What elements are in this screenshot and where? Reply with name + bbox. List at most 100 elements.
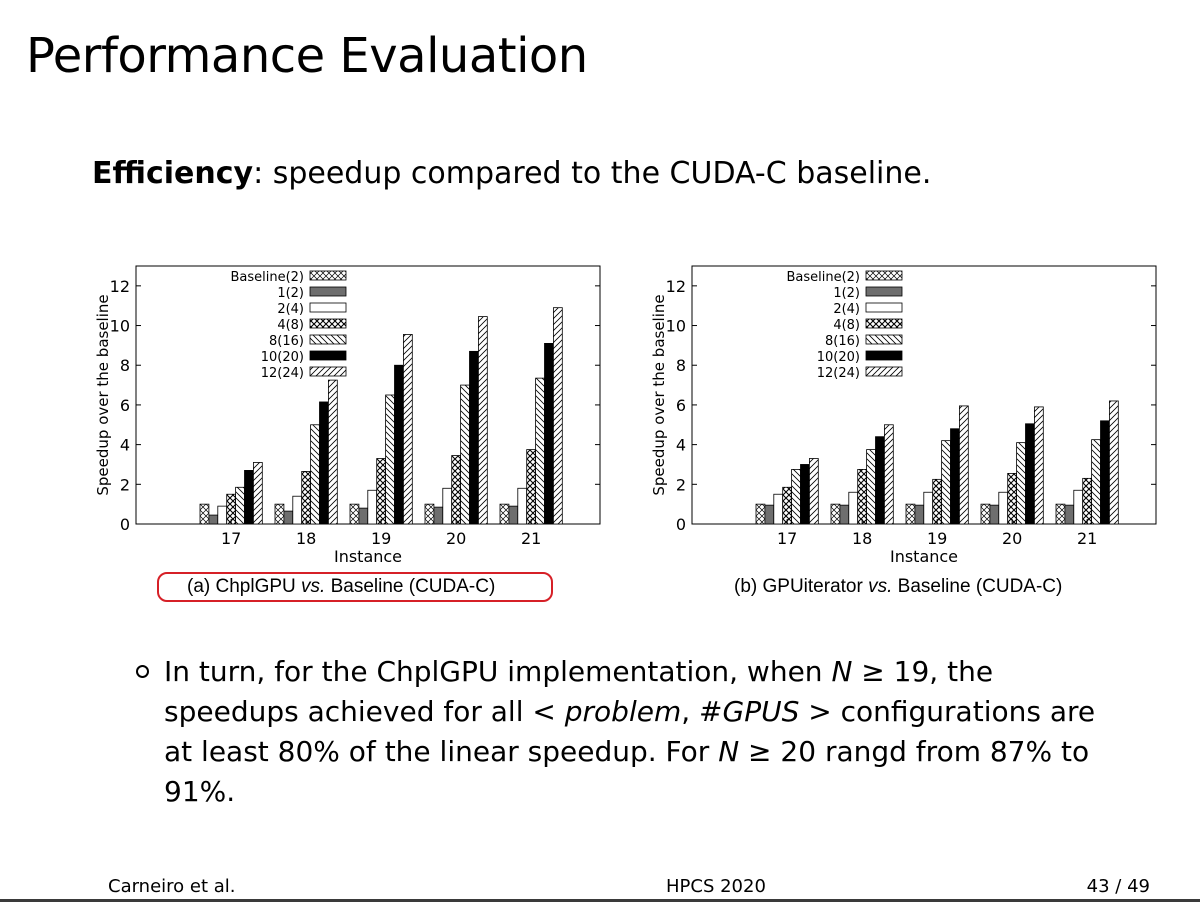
bar xyxy=(1073,489,1084,525)
x-tick-label: 21 xyxy=(521,529,541,548)
bar xyxy=(980,503,991,525)
bar xyxy=(808,458,819,525)
legend-swatch xyxy=(865,302,903,313)
bar xyxy=(1055,503,1066,525)
bar xyxy=(402,334,413,525)
bar xyxy=(508,505,519,525)
bar xyxy=(310,424,320,525)
bullet-n-1: N xyxy=(831,655,853,688)
bar xyxy=(905,503,916,525)
bar xyxy=(235,486,245,525)
x-tick-label: 20 xyxy=(446,529,466,548)
legend-label: 4(8) xyxy=(277,318,304,333)
legend-label: Baseline(2) xyxy=(786,270,860,285)
bar xyxy=(764,504,775,525)
bar xyxy=(477,316,488,525)
bar xyxy=(1016,442,1026,525)
bar xyxy=(875,436,885,525)
y-tick-label: 12 xyxy=(110,277,130,296)
bar xyxy=(1082,477,1093,525)
bar xyxy=(517,487,528,525)
legend-label: 4(8) xyxy=(833,318,860,333)
bar xyxy=(1091,439,1101,525)
caption-chart-b: (b) GPUiterator vs. Baseline (CUDA-C) xyxy=(734,575,1062,599)
bar xyxy=(385,394,395,525)
bar xyxy=(998,491,1009,525)
bar xyxy=(989,504,1000,525)
legend-swatch xyxy=(865,286,903,297)
y-axis-label: Speedup over the baseline xyxy=(650,294,668,495)
bullet-text: In turn, for the ChplGPU implementation,… xyxy=(164,652,1124,812)
bar xyxy=(1108,400,1119,525)
bar xyxy=(941,440,951,525)
bar xyxy=(274,503,285,525)
bullet-gpus: GPUS xyxy=(722,695,800,728)
intro-bold: Efficiency xyxy=(92,156,254,191)
footer-author: Carneiro et al. xyxy=(108,876,236,897)
legend-label: 2(4) xyxy=(277,302,304,317)
legend-swatch xyxy=(865,334,903,345)
caption-b-suffix: Baseline (CUDA-C) xyxy=(892,576,1063,597)
bar xyxy=(469,350,479,525)
bar xyxy=(830,503,841,525)
caption-highlight-box xyxy=(157,572,553,602)
bar xyxy=(319,401,329,525)
caption-chart-a: (a) ChplGPU vs. Baseline (CUDA-C) xyxy=(187,575,495,599)
caption-a-suffix: Baseline (CUDA-C) xyxy=(325,576,496,597)
bar xyxy=(424,503,435,525)
bar xyxy=(244,470,254,525)
legend-label: 12(24) xyxy=(261,366,304,381)
bar xyxy=(208,514,219,525)
bar xyxy=(283,510,294,525)
legend-swatch xyxy=(865,366,903,377)
legend-label: Baseline(2) xyxy=(230,270,304,285)
x-axis-label: Instance xyxy=(890,547,958,566)
y-tick-label: 4 xyxy=(676,436,686,455)
caption-b-vs: vs. xyxy=(868,576,893,597)
x-tick-label: 18 xyxy=(296,529,316,548)
y-tick-label: 12 xyxy=(666,277,686,296)
legend-swatch xyxy=(309,318,347,329)
bar xyxy=(526,449,537,525)
bar xyxy=(535,377,545,525)
legend-swatch xyxy=(309,350,347,361)
bar xyxy=(252,462,263,525)
bar xyxy=(376,458,387,525)
footer-conference: HPCS 2020 xyxy=(666,876,766,897)
bullet-part-1: In turn, for the ChplGPU implementation,… xyxy=(164,655,832,688)
x-tick-label: 17 xyxy=(777,529,797,548)
caption-a-vs: vs. xyxy=(301,576,326,597)
legend-swatch xyxy=(309,366,347,377)
bullet-circle-icon xyxy=(136,665,149,678)
bar xyxy=(839,504,850,525)
y-tick-label: 2 xyxy=(676,475,686,494)
slide-title: Performance Evaluation xyxy=(26,28,588,84)
legend-swatch xyxy=(865,318,903,329)
bar xyxy=(394,364,404,525)
y-tick-label: 0 xyxy=(676,515,686,534)
bar xyxy=(857,469,867,525)
bar xyxy=(800,464,810,525)
bar xyxy=(1007,472,1018,525)
legend-swatch xyxy=(309,286,347,297)
chart-chplgpu: 0 2 4 6 8 10 12 Speedup over the baseline 17 18 19… xyxy=(92,252,612,566)
x-tick-label: 17 xyxy=(221,529,241,548)
bar xyxy=(451,455,462,525)
bullet-problem: problem xyxy=(564,695,682,728)
bar xyxy=(499,503,510,525)
y-tick-label: 6 xyxy=(120,396,130,415)
bullet-part-2: ≥ 19, the speedups achieved for all < xyxy=(164,655,994,728)
legend-label: 8(16) xyxy=(269,334,304,349)
legend-swatch xyxy=(309,270,347,281)
bar xyxy=(217,505,228,525)
bullet-part-5: ≥ 20 rangd from 87% to 91%. xyxy=(164,735,1090,808)
legend-label: 1(2) xyxy=(833,286,860,301)
bullet-n-2: N xyxy=(718,735,740,768)
bar xyxy=(433,506,444,525)
bar xyxy=(544,343,554,525)
y-tick-label: 10 xyxy=(110,317,130,336)
bullet-part-4: > configurations are at least 80% of the… xyxy=(164,695,1096,768)
bullet-part-3: , # xyxy=(681,695,723,728)
legend-label: 2(4) xyxy=(833,302,860,317)
